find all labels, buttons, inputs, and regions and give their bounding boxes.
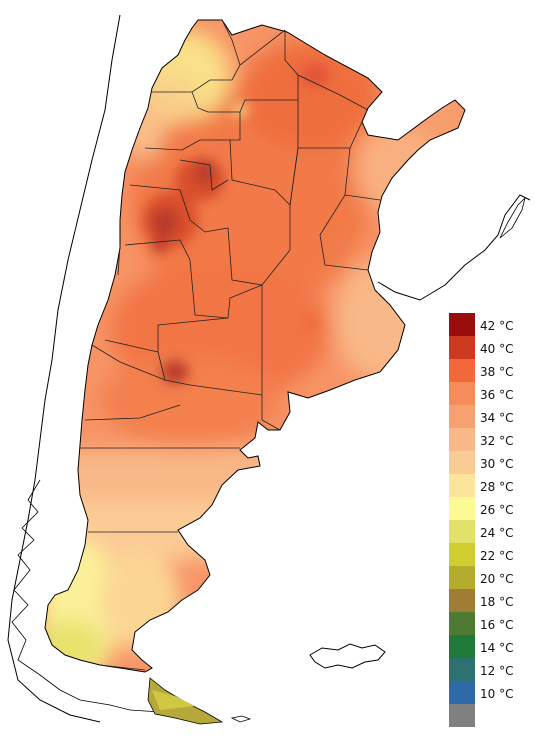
legend-label: 28 °C bbox=[480, 480, 514, 494]
legend-swatch bbox=[449, 635, 475, 658]
legend-label: 20 °C bbox=[480, 572, 514, 586]
tierra-del-fuego bbox=[147, 677, 224, 725]
legend-item: 12 °C bbox=[449, 658, 535, 681]
legend-swatch bbox=[449, 681, 475, 704]
legend-item: 16 °C bbox=[449, 612, 535, 635]
legend-item: 38 °C bbox=[449, 359, 535, 382]
legend-item: 36 °C bbox=[449, 382, 535, 405]
legend-swatch bbox=[449, 658, 475, 681]
legend-item: 10 °C bbox=[449, 681, 535, 704]
legend-label: 40 °C bbox=[480, 342, 514, 356]
legend-swatch bbox=[449, 566, 475, 589]
legend-item: 22 °C bbox=[449, 543, 535, 566]
uruguay-coast-lagoon bbox=[499, 196, 526, 239]
legend-item: 20 °C bbox=[449, 566, 535, 589]
legend-swatch bbox=[449, 405, 475, 428]
chile-coastline bbox=[7, 14, 121, 723]
legend-label: 32 °C bbox=[480, 434, 514, 448]
legend-swatch bbox=[449, 336, 475, 359]
legend-item: 30 °C bbox=[449, 451, 535, 474]
legend-swatch bbox=[449, 543, 475, 566]
legend-item bbox=[449, 704, 535, 727]
legend-label: 38 °C bbox=[480, 365, 514, 379]
malvinas-islands bbox=[309, 643, 386, 669]
legend-item: 26 °C bbox=[449, 497, 535, 520]
legend-item: 40 °C bbox=[449, 336, 535, 359]
legend-swatch bbox=[449, 359, 475, 382]
legend-label: 12 °C bbox=[480, 664, 514, 678]
legend-item: 28 °C bbox=[449, 474, 535, 497]
southern-islands-coast bbox=[11, 479, 186, 721]
legend-item: 42 °C bbox=[449, 313, 535, 336]
staten-island bbox=[230, 715, 252, 723]
uruguay-coast bbox=[377, 194, 531, 301]
temperature-legend: 42 °C 40 °C 38 °C 36 °C 34 °C 32 °C 30 °… bbox=[449, 313, 535, 733]
legend-swatch bbox=[449, 451, 475, 474]
province-borders bbox=[80, 19, 381, 671]
legend-swatch bbox=[449, 474, 475, 497]
legend-swatch bbox=[449, 589, 475, 612]
legend-item: 14 °C bbox=[449, 635, 535, 658]
legend-swatch bbox=[449, 382, 475, 405]
legend-item: 34 °C bbox=[449, 405, 535, 428]
legend-label: 24 °C bbox=[480, 526, 514, 540]
legend-swatch bbox=[449, 497, 475, 520]
legend-label: 10 °C bbox=[480, 687, 514, 701]
legend-label: 26 °C bbox=[480, 503, 514, 517]
legend-label: 14 °C bbox=[480, 641, 514, 655]
legend-swatch bbox=[449, 612, 475, 635]
legend-swatch bbox=[449, 313, 475, 336]
legend-label: 22 °C bbox=[480, 549, 514, 563]
legend-swatch bbox=[449, 704, 475, 727]
legend-swatch bbox=[449, 520, 475, 543]
legend-item: 32 °C bbox=[449, 428, 535, 451]
legend-label: 30 °C bbox=[480, 457, 514, 471]
legend-item: 24 °C bbox=[449, 520, 535, 543]
legend-swatch bbox=[449, 428, 475, 451]
legend-item: 18 °C bbox=[449, 589, 535, 612]
legend-label: 36 °C bbox=[480, 388, 514, 402]
legend-label: 16 °C bbox=[480, 618, 514, 632]
legend-label: 18 °C bbox=[480, 595, 514, 609]
legend-label: 34 °C bbox=[480, 411, 514, 425]
legend-label: 42 °C bbox=[480, 319, 514, 333]
